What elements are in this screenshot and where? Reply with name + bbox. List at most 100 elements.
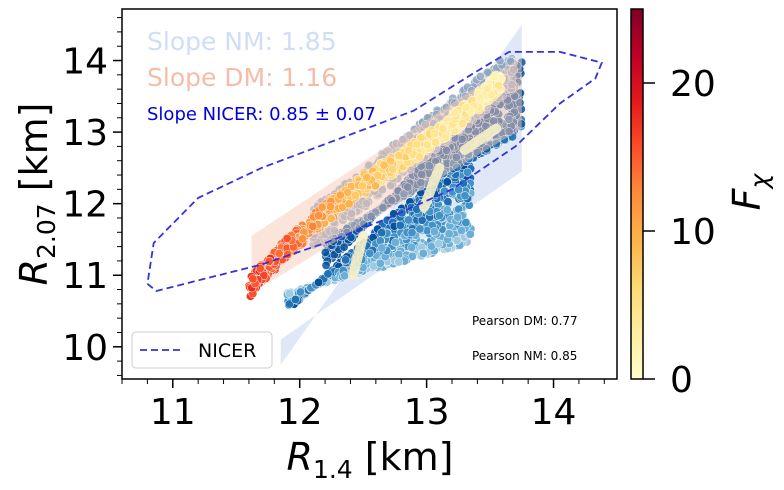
nm-point xyxy=(395,220,405,230)
dm-point xyxy=(350,190,360,200)
dm-point xyxy=(430,128,440,138)
nm-point xyxy=(341,255,351,265)
x-tick-label: 13 xyxy=(404,392,450,433)
dm-point xyxy=(344,199,354,209)
dm-point xyxy=(358,181,368,191)
dm-point xyxy=(379,160,389,170)
light-streak xyxy=(348,230,369,281)
pearson-nm-label: Pearson NM: 0.85 xyxy=(472,349,577,363)
x-axis-label-sub: 1.4 xyxy=(313,455,353,484)
nm-point xyxy=(404,215,414,225)
x-axis-label: R1.4 [km] xyxy=(287,435,454,484)
nm-point xyxy=(407,228,417,238)
legend-box xyxy=(131,331,273,369)
nm-point xyxy=(377,228,387,238)
nm-point xyxy=(340,271,349,281)
y-axis-label: R2.07 [km] xyxy=(12,103,61,286)
nm-point xyxy=(290,295,300,304)
dm-point xyxy=(458,118,468,128)
nm-point xyxy=(483,67,493,77)
dm-point xyxy=(438,124,448,134)
dm-point xyxy=(298,234,308,244)
pearson-dm-label: Pearson DM: 0.77 xyxy=(472,314,578,328)
dm-point xyxy=(403,146,413,156)
x-axis-label-unit: [km] xyxy=(353,435,454,479)
dm-point xyxy=(274,249,284,258)
y-axis-label-sub: 2.07 xyxy=(32,203,61,259)
dm-point xyxy=(415,152,425,162)
dm-point xyxy=(430,137,440,147)
nm-point xyxy=(429,227,439,237)
dm-point xyxy=(343,187,353,197)
nm-point xyxy=(443,197,453,207)
dm-point xyxy=(335,190,345,200)
nm-point xyxy=(460,191,470,201)
nm-point xyxy=(339,242,349,252)
dm-point xyxy=(450,108,460,118)
dm-point xyxy=(394,150,404,160)
y-tick-label: 11 xyxy=(62,256,108,297)
plot-area xyxy=(146,24,604,365)
slope-nicer-label: Slope NICER: 0.85 ± 0.07 xyxy=(147,104,376,125)
colorbar-label-base: F xyxy=(725,187,769,210)
dm-point xyxy=(475,93,485,103)
dm-point xyxy=(248,274,258,284)
colorbar-label-sub: χ xyxy=(745,172,774,190)
dm-point xyxy=(494,81,504,91)
nm-point xyxy=(434,239,444,249)
nm-point xyxy=(296,287,305,297)
y-axis-label-unit: [km] xyxy=(12,103,56,204)
nm-point xyxy=(453,212,463,222)
axis-ticks: 11 12 13 14 10 11 12 13 14 xyxy=(62,17,605,433)
dm-scatter-points xyxy=(244,70,506,301)
slope-dm-label: Slope DM: 1.16 xyxy=(147,63,337,92)
x-tick-label: 12 xyxy=(277,392,323,433)
colorbar-tick-label: 10 xyxy=(670,212,716,253)
dm-point xyxy=(362,172,372,182)
light-streak xyxy=(459,123,502,155)
y-tick-label: 13 xyxy=(62,113,108,154)
dm-point xyxy=(441,133,451,143)
dm-point xyxy=(422,140,432,150)
dm-point xyxy=(482,84,492,94)
dm-point xyxy=(314,211,323,221)
nm-point xyxy=(434,211,444,220)
y-axis-label-base: R xyxy=(12,259,56,285)
y-tick-label: 12 xyxy=(62,185,108,226)
colorbar-tick-label: 20 xyxy=(670,64,716,105)
nm-point xyxy=(320,247,330,257)
legend: NICER xyxy=(131,331,273,369)
plot-frame xyxy=(121,8,618,380)
x-axis-label-base: R xyxy=(287,435,313,479)
nm-point xyxy=(375,258,385,268)
x-tick-label: 11 xyxy=(150,392,196,433)
nm-point xyxy=(394,249,404,259)
nm-point xyxy=(285,299,294,309)
nm-point xyxy=(285,289,294,298)
dm-point xyxy=(326,202,335,212)
nm-point xyxy=(323,269,333,279)
nm-point xyxy=(457,226,466,235)
nm-point xyxy=(365,248,375,258)
slope-nm-label: Slope NM: 1.85 xyxy=(147,27,337,56)
dm-point xyxy=(371,181,381,191)
y-tick-label: 14 xyxy=(62,42,108,83)
dm-point xyxy=(412,139,422,149)
nm-point xyxy=(418,248,428,258)
dm-point xyxy=(373,171,383,181)
nm-point xyxy=(407,242,417,252)
nm-point xyxy=(463,167,472,177)
nm-point xyxy=(391,237,400,247)
nm-point xyxy=(375,236,385,246)
nm-point xyxy=(444,229,454,239)
y-tick-label: 10 xyxy=(62,328,108,369)
colorbar xyxy=(630,8,644,380)
dm-point xyxy=(282,234,292,243)
colorbar-tick-label: 0 xyxy=(670,360,693,401)
dm-point xyxy=(326,213,336,223)
dm-point xyxy=(388,164,398,174)
nm-point xyxy=(442,177,452,187)
nm-point xyxy=(321,260,331,270)
nm-point xyxy=(377,243,387,253)
